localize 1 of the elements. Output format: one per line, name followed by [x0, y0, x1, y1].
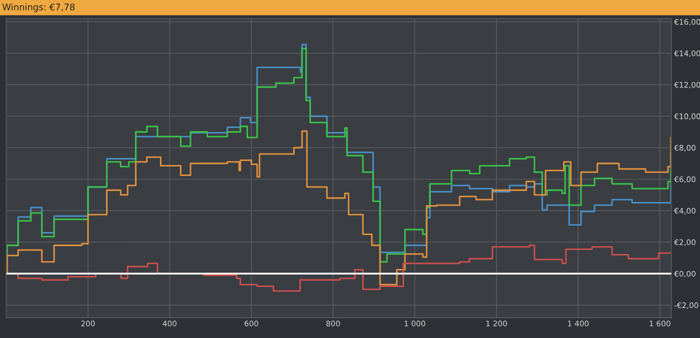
chart-title: Winnings: €7,78: [2, 3, 75, 12]
